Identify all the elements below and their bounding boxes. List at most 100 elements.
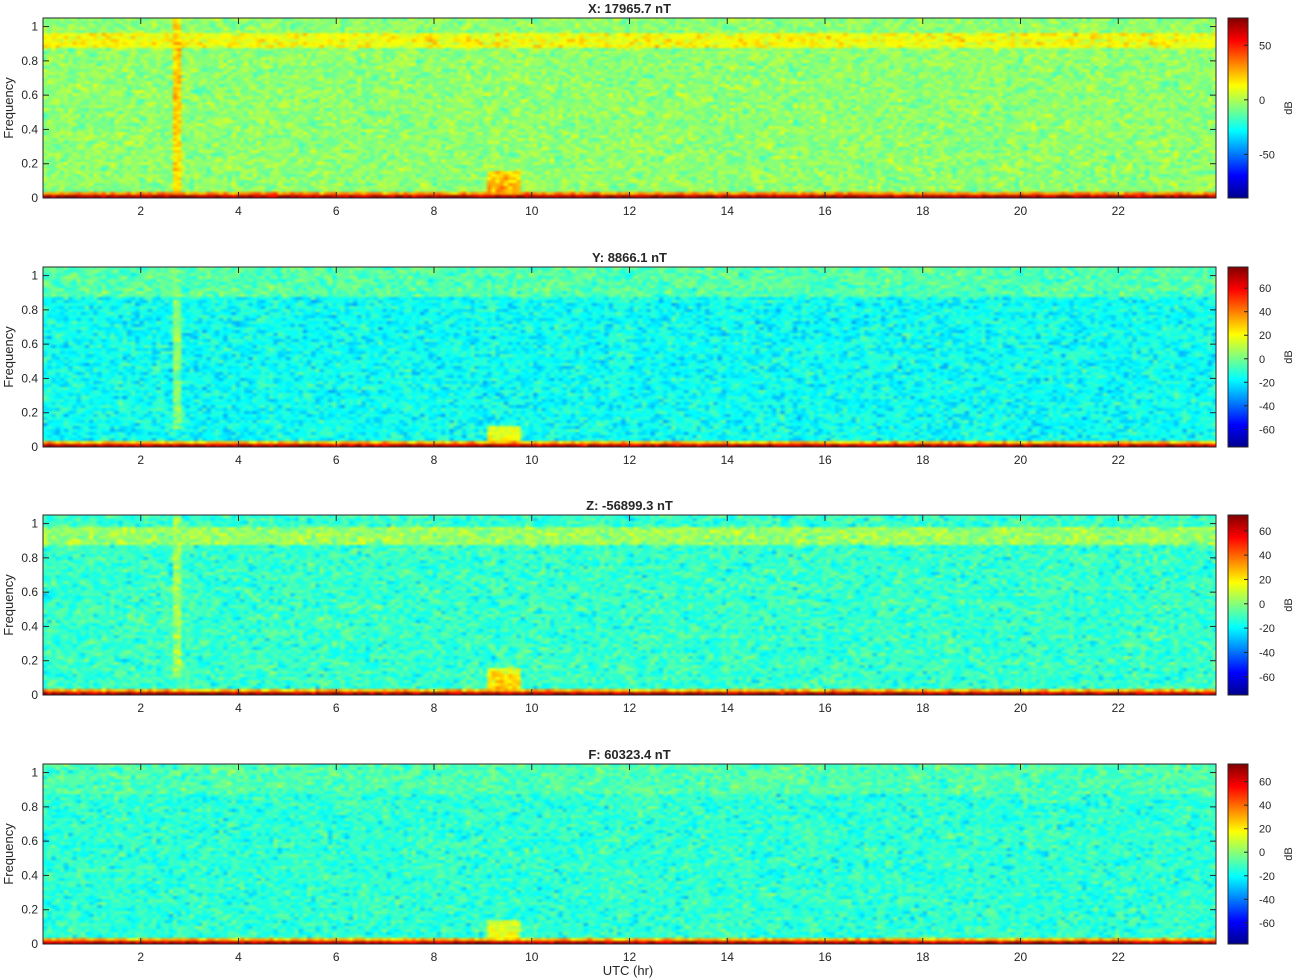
y-tick-label: 0.6: [21, 834, 38, 848]
x-tick-label: 2: [137, 950, 144, 964]
y-tick-label: 0.2: [21, 406, 38, 420]
x-tick-label: 4: [235, 204, 242, 218]
x-tick-label: 18: [916, 950, 930, 964]
spectrogram-image: [43, 764, 1216, 944]
y-tick-label: 0.4: [21, 371, 38, 385]
x-tick-label: 4: [235, 701, 242, 715]
y-tick-label: 1: [31, 20, 38, 34]
x-tick-label: 20: [1014, 701, 1028, 715]
y-axis-label: Frequency: [1, 326, 16, 388]
x-tick-label: 2: [137, 204, 144, 218]
x-tick-label: 18: [916, 453, 930, 467]
y-tick-label: 0: [31, 440, 38, 454]
colorbar-tick-label: 20: [1259, 574, 1271, 586]
spectrogram-image: [43, 515, 1216, 695]
y-tick-label: 0.6: [21, 88, 38, 102]
colorbar-gradient: [1228, 764, 1248, 944]
y-tick-label: 0.2: [21, 903, 38, 917]
x-tick-label: 20: [1014, 950, 1028, 964]
x-tick-label: 14: [721, 701, 735, 715]
x-tick-label: 12: [623, 701, 637, 715]
x-tick-label: 12: [623, 453, 637, 467]
colorbar-tick-label: -20: [1259, 871, 1275, 883]
colorbar-tick-label: -40: [1259, 894, 1275, 906]
colorbar-tick-label: -50: [1259, 149, 1275, 161]
x-tick-label: 2: [137, 701, 144, 715]
y-tick-label: 0: [31, 191, 38, 205]
x-tick-label: 12: [623, 204, 637, 218]
x-tick-label: 22: [1112, 950, 1126, 964]
x-tick-label: 6: [333, 453, 340, 467]
panel-title: F: 60323.4 nT: [588, 747, 670, 762]
spectrogram-panel: Z: -56899.3 nT2 4 6 8 10 12 14 16 18 20 2200.20.40…: [1, 498, 1295, 715]
panel-title: Y: 8866.1 nT: [592, 250, 667, 265]
colorbar: -60 -40 -20 0 20 40 60 dB: [1227, 514, 1295, 696]
colorbar-tick-label: -60: [1259, 672, 1275, 684]
y-tick-label: 0.6: [21, 585, 38, 599]
y-tick-label: 0.8: [21, 800, 38, 814]
colorbar-tick-label: 60: [1259, 777, 1271, 789]
colorbar-frame: [1227, 266, 1249, 448]
y-axis-label: Frequency: [1, 823, 16, 885]
x-tick-label: 16: [818, 701, 832, 715]
y-tick-label: 0: [31, 688, 38, 702]
colorbar-frame: [1227, 17, 1249, 199]
colorbar: -60 -40 -20 0 20 40 60 dB: [1227, 266, 1295, 448]
x-tick-label: 16: [818, 204, 832, 218]
x-tick-label: 20: [1014, 453, 1028, 467]
colorbar-tick-label: -40: [1259, 401, 1275, 413]
x-tick-label: 22: [1112, 204, 1126, 218]
y-tick-label: 1: [31, 517, 38, 531]
colorbar-tick-label: 20: [1259, 824, 1271, 836]
colorbar-tick-label: 0: [1259, 95, 1265, 107]
y-tick-label: 0: [31, 937, 38, 951]
spectrogram-image: [43, 267, 1216, 447]
colorbar-frame: [1227, 514, 1249, 696]
spectrogram-panel: X: 17965.7 nT2 4 6 8 10 12 14 16 18 20 2200.20.40.…: [1, 1, 1295, 218]
colorbar-frame: [1227, 763, 1249, 945]
x-tick-label: 8: [431, 950, 438, 964]
x-tick-label: 14: [721, 950, 735, 964]
colorbar-tick-label: -60: [1259, 918, 1275, 930]
x-tick-label: 10: [525, 204, 539, 218]
colorbar-tick-label: 40: [1259, 800, 1271, 812]
x-tick-label: 12: [623, 950, 637, 964]
x-tick-label: 18: [916, 701, 930, 715]
y-tick-label: 1: [31, 269, 38, 283]
x-tick-label: 10: [525, 453, 539, 467]
x-tick-label: 6: [333, 950, 340, 964]
panel-title: Z: -56899.3 nT: [586, 498, 673, 513]
x-tick-label: 22: [1112, 701, 1126, 715]
colorbar-tick-label: 60: [1259, 283, 1271, 295]
x-tick-label: 4: [235, 453, 242, 467]
y-axis-label: Frequency: [1, 574, 16, 636]
x-tick-label: 14: [721, 204, 735, 218]
colorbar-tick-label: -60: [1259, 424, 1275, 436]
colorbar-gradient: [1228, 515, 1248, 695]
x-tick-label: 10: [525, 701, 539, 715]
y-tick-label: 0.4: [21, 619, 38, 633]
x-tick-label: 8: [431, 701, 438, 715]
x-axis-label: UTC (hr): [603, 963, 654, 978]
x-tick-label: 14: [721, 453, 735, 467]
colorbar: -60 -40 -20 0 20 40 60 dB: [1227, 763, 1295, 945]
y-tick-label: 0.8: [21, 551, 38, 565]
x-tick-label: 6: [333, 204, 340, 218]
colorbar-tick-label: -20: [1259, 623, 1275, 635]
colorbar-tick-label: 40: [1259, 307, 1271, 319]
colorbar-tick-label: 0: [1259, 847, 1265, 859]
colorbar-tick-label: 60: [1259, 526, 1271, 538]
y-tick-label: 0.6: [21, 337, 38, 351]
colorbar-tick-label: 20: [1259, 330, 1271, 342]
colorbar-label: dB: [1283, 598, 1295, 611]
panel-title: X: 17965.7 nT: [588, 1, 671, 16]
x-tick-label: 18: [916, 204, 930, 218]
y-tick-label: 0.2: [21, 654, 38, 668]
y-tick-label: 1: [31, 766, 38, 780]
x-tick-label: 20: [1014, 204, 1028, 218]
colorbar-tick-label: -20: [1259, 377, 1275, 389]
y-tick-label: 0.4: [21, 868, 38, 882]
x-tick-label: 2: [137, 453, 144, 467]
colorbar-tick-label: 40: [1259, 550, 1271, 562]
